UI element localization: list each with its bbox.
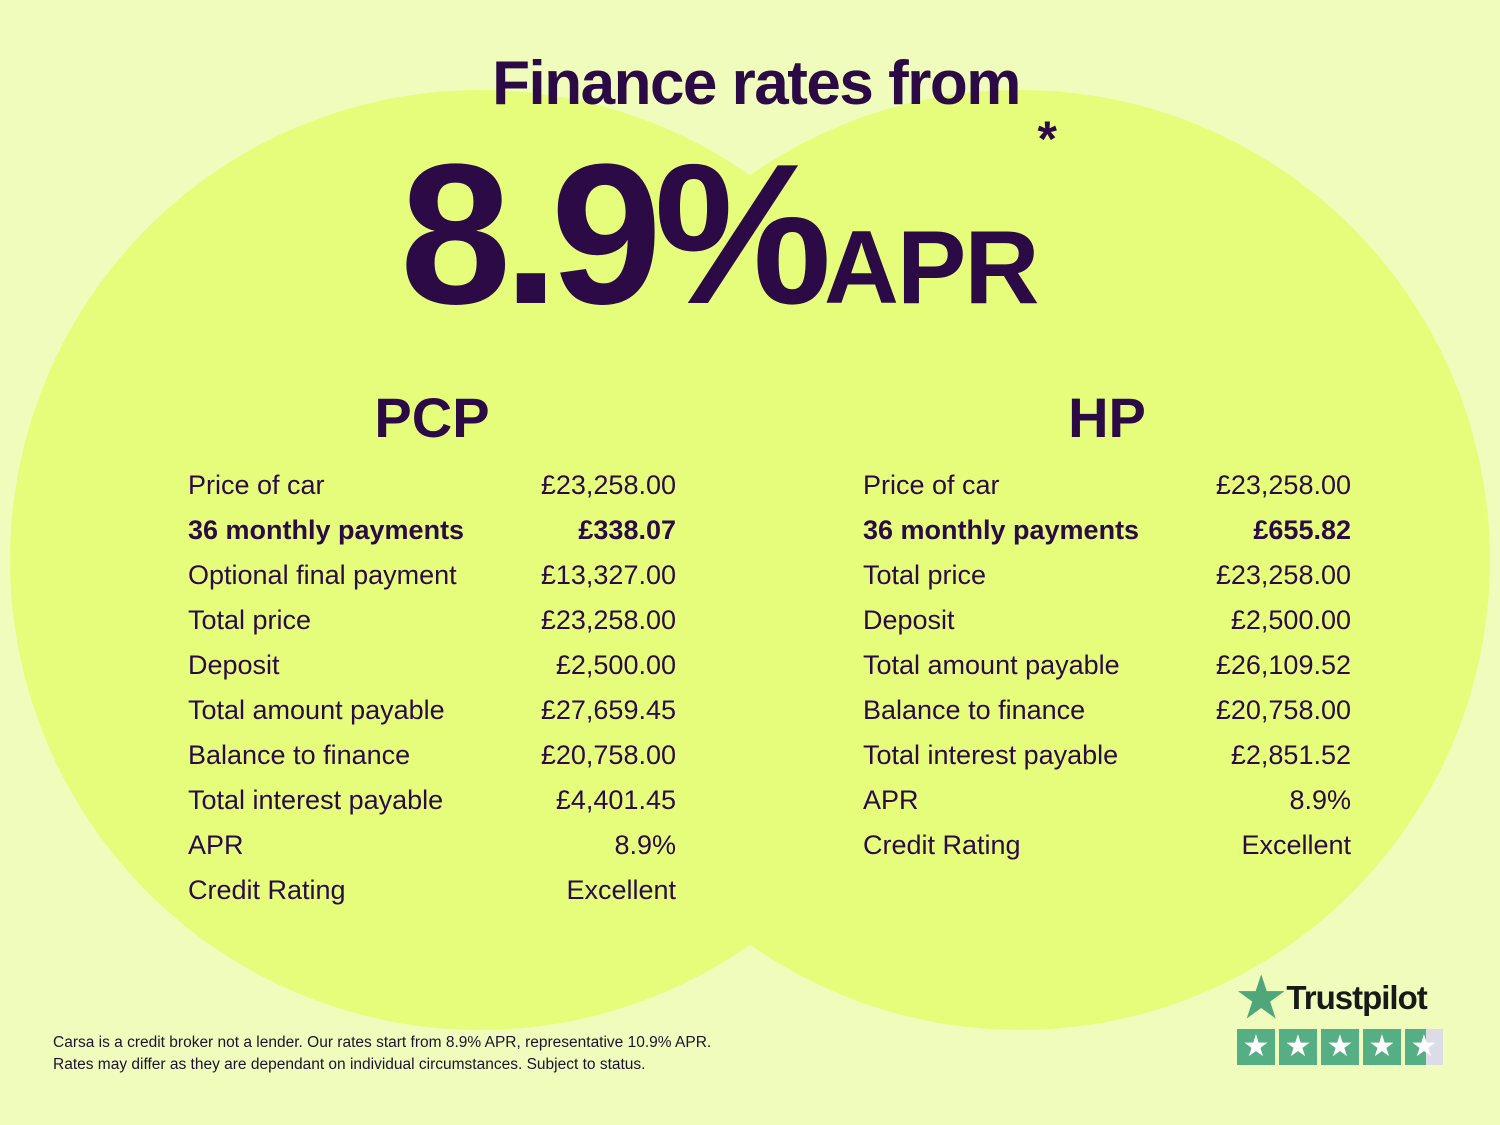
row-label: Credit Rating	[863, 830, 1021, 860]
row-label: Total price	[863, 560, 987, 590]
row-value: Excellent	[566, 875, 676, 905]
row-label: Price of car	[188, 470, 325, 500]
star-icon: ★	[1405, 1029, 1443, 1065]
row-label: Balance to finance	[188, 740, 411, 770]
row-value: £20,758.00	[540, 740, 676, 770]
disclaimer-line: Rates may differ as they are dependant o…	[53, 1056, 646, 1073]
row-label: 36 monthly payments	[863, 515, 1140, 545]
table-row: Deposit £2,500.00	[863, 605, 1351, 650]
hp-table: HP Price of car £23,258.00 36 monthly paym…	[863, 385, 1351, 875]
table-row: 36 monthly payments £655.82	[863, 515, 1351, 560]
row-label: Deposit	[863, 605, 955, 635]
row-value: £23,258.00	[1215, 560, 1351, 590]
row-label: APR	[863, 785, 919, 815]
row-value: £2,500.00	[1230, 605, 1351, 635]
row-label: Deposit	[188, 650, 280, 680]
pcp-table: PCP Price of car £23,258.00 36 monthly pay…	[188, 385, 676, 920]
row-label: 36 monthly payments	[188, 515, 465, 545]
row-label: Total amount payable	[863, 650, 1120, 680]
table-row: Total price £23,258.00	[863, 560, 1351, 605]
row-value: £20,758.00	[1215, 695, 1351, 725]
row-value: £23,258.00	[1215, 470, 1351, 500]
row-value: £2,500.00	[555, 650, 676, 680]
table-row: Price of car £23,258.00	[863, 470, 1351, 515]
star-icon: ★	[1321, 1029, 1359, 1065]
row-value: 8.9%	[614, 830, 676, 860]
table-row: Total amount payable £27,659.45	[188, 695, 676, 740]
row-label: Total interest payable	[188, 785, 444, 815]
table-row: Credit Rating Excellent	[188, 875, 676, 920]
trustpilot-logo: ★ Trustpilot	[1237, 968, 1443, 1028]
table-row: Total interest payable £2,851.52	[863, 740, 1351, 785]
table-row: Balance to finance £20,758.00	[863, 695, 1351, 740]
row-label: Total amount payable	[188, 695, 445, 725]
table-row: Deposit £2,500.00	[188, 650, 676, 695]
headline-rate: 8.9%APR *	[400, 111, 1057, 350]
row-value: £23,258.00	[540, 605, 676, 635]
star-rating: ★ ★ ★ ★ ★	[1237, 1029, 1443, 1065]
asterisk: *	[1037, 111, 1057, 167]
row-value: £4,401.45	[555, 785, 676, 815]
row-value: 8.9%	[1289, 785, 1351, 815]
hp-heading: HP	[1068, 386, 1146, 449]
star-icon: ★	[1237, 1029, 1275, 1065]
disclaimer-line: Carsa is a credit broker not a lender. O…	[53, 1034, 712, 1051]
row-value: £655.82	[1253, 515, 1351, 545]
table-row: 36 monthly payments £338.07	[188, 515, 676, 560]
row-label: Price of car	[863, 470, 1000, 500]
row-value: Excellent	[1241, 830, 1351, 860]
table-row: Optional final payment £13,327.00	[188, 560, 676, 605]
table-row: Total price £23,258.00	[188, 605, 676, 650]
trustpilot-brand: Trustpilot	[1286, 979, 1427, 1016]
star-icon: ★	[1237, 968, 1285, 1028]
trustpilot-badge: ★ Trustpilot ★ ★ ★ ★ ★	[1237, 968, 1443, 1065]
row-label: Total price	[188, 605, 312, 635]
table-row: Balance to finance £20,758.00	[188, 740, 676, 785]
table-row: APR 8.9%	[188, 830, 676, 875]
decorative-circle-right	[550, 90, 1490, 1030]
table-row: Total amount payable £26,109.52	[863, 650, 1351, 695]
row-value: £26,109.52	[1215, 650, 1351, 680]
headline-title: Finance rates from	[492, 49, 1021, 118]
row-label: Total interest payable	[863, 740, 1119, 770]
row-label: Credit Rating	[188, 875, 346, 905]
row-value: £13,327.00	[540, 560, 676, 590]
table-row: Total interest payable £4,401.45	[188, 785, 676, 830]
row-value: £27,659.45	[540, 695, 676, 725]
row-label: Optional final payment	[188, 560, 457, 590]
row-value: £2,851.52	[1230, 740, 1351, 770]
row-label: APR	[188, 830, 244, 860]
row-value: £338.07	[578, 515, 676, 545]
table-row: Price of car £23,258.00	[188, 470, 676, 515]
star-icon: ★	[1363, 1029, 1401, 1065]
star-icon: ★	[1279, 1029, 1317, 1065]
disclaimer: Carsa is a credit broker not a lender. O…	[53, 1032, 711, 1076]
row-value: £23,258.00	[540, 470, 676, 500]
table-row: Credit Rating Excellent	[863, 830, 1351, 875]
pcp-heading: PCP	[374, 386, 490, 449]
rate-unit: APR	[823, 210, 1040, 326]
row-label: Balance to finance	[863, 695, 1086, 725]
table-row: APR 8.9%	[863, 785, 1351, 830]
rate-value: 8.9%	[400, 123, 832, 346]
